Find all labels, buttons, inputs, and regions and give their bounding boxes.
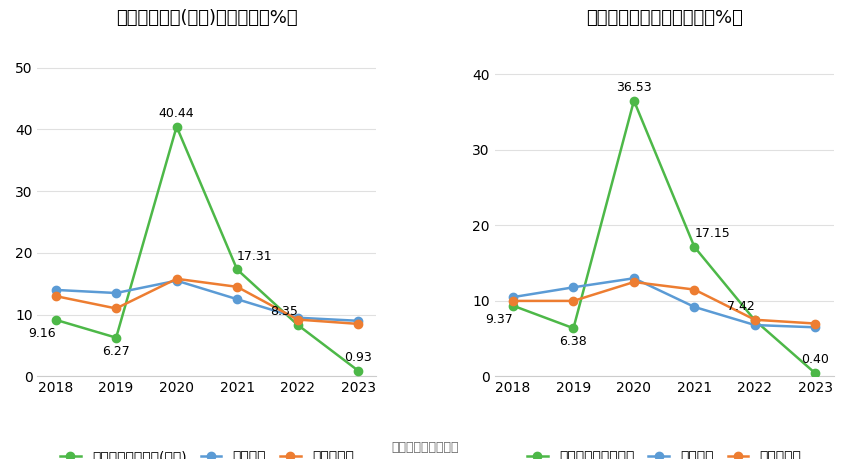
Text: 17.15: 17.15 xyxy=(694,227,730,240)
行业均值 xyxy=(569,285,579,290)
Text: 17.31: 17.31 xyxy=(237,250,273,263)
公司投入资本回报率 xyxy=(689,244,700,250)
行业均值 xyxy=(810,325,820,330)
Text: 6.38: 6.38 xyxy=(559,335,587,348)
行业中位数 xyxy=(629,279,639,285)
Text: 8.35: 8.35 xyxy=(269,305,297,318)
Text: 0.93: 0.93 xyxy=(344,351,372,364)
行业均值 xyxy=(232,297,242,302)
公司净资产收益率(加权) xyxy=(111,335,122,341)
公司投入资本回报率 xyxy=(507,303,518,308)
行业均值 xyxy=(111,290,122,296)
Text: 数据来源：恒生聚源: 数据来源：恒生聚源 xyxy=(391,442,459,454)
公司投入资本回报率 xyxy=(810,370,820,376)
行业均值 xyxy=(629,275,639,281)
行业中位数 xyxy=(232,284,242,290)
行业均值 xyxy=(689,304,700,310)
Text: 9.37: 9.37 xyxy=(485,313,513,325)
行业中位数 xyxy=(750,317,760,323)
公司投入资本回报率 xyxy=(569,325,579,331)
行业均值 xyxy=(172,278,182,283)
Text: 40.44: 40.44 xyxy=(159,106,195,120)
行业中位数 xyxy=(810,321,820,326)
Title: 净资产收益率(加权)历年情况（%）: 净资产收益率(加权)历年情况（%） xyxy=(116,9,298,27)
行业中位数 xyxy=(50,293,60,299)
行业均值 xyxy=(750,322,760,328)
公司净资产收益率(加权) xyxy=(232,267,242,272)
Line: 行业均值: 行业均值 xyxy=(509,274,819,331)
Line: 公司净资产收益率(加权): 公司净资产收益率(加权) xyxy=(52,123,362,375)
Title: 投入资本回报率历年情况（%）: 投入资本回报率历年情况（%） xyxy=(586,9,743,27)
Line: 公司投入资本回报率: 公司投入资本回报率 xyxy=(509,96,819,377)
行业中位数 xyxy=(172,276,182,281)
Legend: 公司投入资本回报率, 行业均值, 行业中位数: 公司投入资本回报率, 行业均值, 行业中位数 xyxy=(521,444,807,459)
行业中位数 xyxy=(111,306,122,311)
行业中位数 xyxy=(569,298,579,304)
行业中位数 xyxy=(689,287,700,292)
行业中位数 xyxy=(507,298,518,304)
行业中位数 xyxy=(353,321,363,327)
公司净资产收益率(加权) xyxy=(50,317,60,323)
Line: 行业均值: 行业均值 xyxy=(52,276,362,325)
行业均值 xyxy=(50,287,60,293)
Text: 7.42: 7.42 xyxy=(727,301,755,313)
Legend: 公司净资产收益率(加权), 行业均值, 行业中位数: 公司净资产收益率(加权), 行业均值, 行业中位数 xyxy=(54,444,360,459)
公司净资产收益率(加权) xyxy=(353,368,363,373)
Text: 0.40: 0.40 xyxy=(802,353,830,366)
行业均值 xyxy=(353,318,363,324)
Text: 36.53: 36.53 xyxy=(616,81,652,94)
行业均值 xyxy=(507,294,518,300)
行业中位数 xyxy=(292,317,303,322)
Line: 行业中位数: 行业中位数 xyxy=(52,274,362,328)
行业均值 xyxy=(292,315,303,320)
公司投入资本回报率 xyxy=(750,318,760,323)
Text: 9.16: 9.16 xyxy=(28,327,55,340)
公司净资产收益率(加权) xyxy=(172,124,182,129)
Line: 行业中位数: 行业中位数 xyxy=(509,278,819,328)
公司净资产收益率(加权) xyxy=(292,322,303,328)
公司投入资本回报率 xyxy=(629,98,639,103)
Text: 6.27: 6.27 xyxy=(102,345,130,358)
